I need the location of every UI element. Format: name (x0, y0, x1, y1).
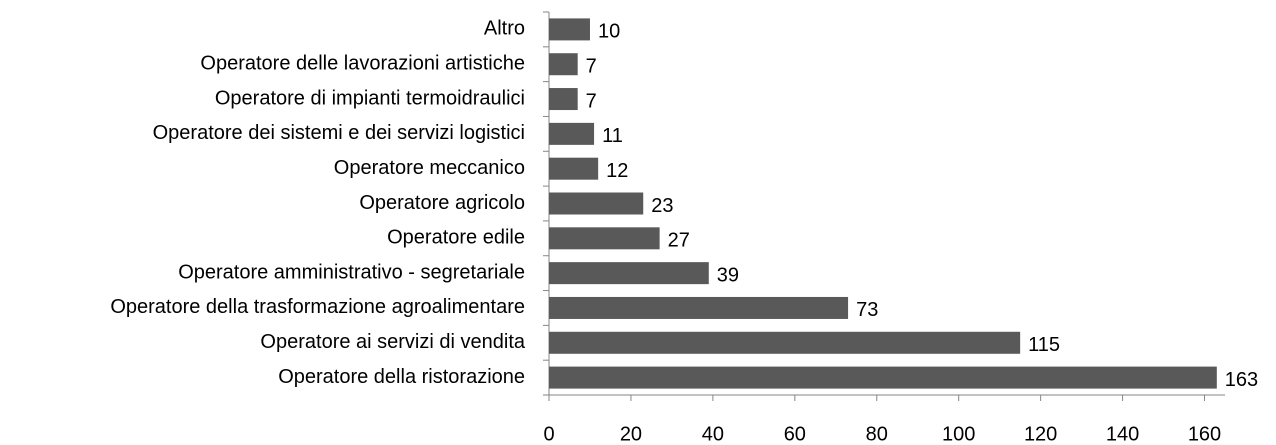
x-tick-label: 100 (942, 423, 975, 445)
y-tick-label: Operatore meccanico (334, 157, 525, 179)
x-tick-label: 80 (866, 423, 888, 445)
y-tick-label: Operatore della ristorazione (278, 366, 525, 388)
data-label: 11 (602, 125, 623, 147)
data-label: 12 (606, 160, 628, 182)
data-label: 27 (668, 230, 690, 252)
bar (549, 192, 644, 215)
y-tick-label: Operatore della trasformazione agroalime… (110, 296, 525, 318)
bar (549, 157, 599, 180)
y-tick-label: Operatore delle lavorazioni artistiche (200, 53, 525, 75)
y-tick-label: Operatore edile (387, 227, 525, 249)
x-tick-label: 140 (1106, 423, 1139, 445)
y-tick-label: Operatore di impianti termoidraulici (215, 87, 525, 109)
data-label: 39 (717, 264, 739, 286)
y-tick-label: Altro (484, 18, 525, 40)
bar (549, 262, 709, 285)
data-label: 115 (1028, 334, 1060, 356)
bar (549, 227, 660, 250)
data-label: 10 (598, 21, 620, 43)
data-label: 163 (1225, 369, 1258, 391)
y-tick-label: Operatore dei sistemi e dei servizi logi… (153, 122, 525, 144)
data-label: 73 (856, 299, 878, 321)
data-label: 7 (586, 90, 597, 112)
x-tick-label: 0 (543, 423, 554, 445)
y-tick-label: Operatore ai servizi di vendita (260, 331, 525, 353)
x-tick-label: 60 (784, 423, 806, 445)
x-tick-label: 40 (702, 423, 724, 445)
bar (549, 88, 578, 111)
bar (549, 366, 1217, 389)
x-tick-label: 160 (1188, 423, 1221, 445)
bar (549, 18, 590, 41)
bar (549, 122, 595, 145)
bar (549, 296, 849, 319)
bar (549, 53, 578, 76)
data-label: 7 (586, 56, 597, 78)
bar (549, 331, 1021, 354)
y-tick-label: Operatore agricolo (359, 192, 525, 214)
x-tick-label: 120 (1024, 423, 1057, 445)
data-label: 23 (651, 195, 673, 217)
x-tick-label: 20 (620, 423, 642, 445)
y-tick-label: Operatore amministrativo - segretariale (178, 261, 525, 283)
